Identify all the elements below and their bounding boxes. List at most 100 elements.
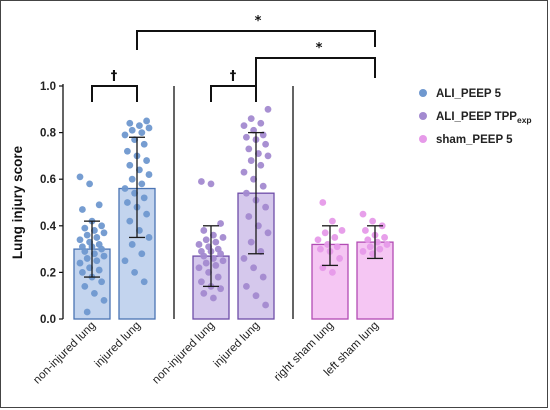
data-point (195, 264, 203, 272)
data-point (205, 269, 213, 276)
data-point (212, 238, 220, 246)
data-point (81, 224, 89, 232)
data-point (317, 245, 324, 253)
data-point (126, 119, 134, 127)
y-tick-label: 0.2 (40, 267, 56, 279)
data-point (126, 217, 134, 225)
significance-label: * (255, 14, 262, 29)
data-point (145, 234, 153, 241)
data-point (124, 199, 131, 206)
y-tick-label: 0.8 (40, 128, 57, 140)
data-point (126, 161, 134, 169)
data-point (259, 273, 267, 281)
legend-marker (419, 112, 427, 120)
data-point (247, 157, 255, 164)
category-label: non-injured lung (150, 320, 217, 387)
data-point (198, 278, 205, 286)
data-point (198, 178, 205, 185)
data-point (83, 255, 91, 262)
data-point (331, 234, 339, 241)
data-point (128, 241, 136, 248)
data-point (131, 189, 139, 197)
data-point (200, 289, 208, 297)
data-point (369, 250, 376, 258)
data-point (214, 273, 222, 281)
data-point (245, 145, 253, 153)
data-point (359, 210, 367, 218)
legend-marker (419, 135, 427, 143)
significance-bracket (136, 30, 376, 50)
data-point (376, 245, 384, 253)
y-tick-label: 0.4 (40, 221, 57, 233)
data-point (319, 199, 327, 206)
data-point (250, 175, 257, 183)
legend-label: ALI_PEEP TPPexp (436, 111, 532, 125)
data-point (76, 236, 84, 244)
data-point (98, 222, 105, 230)
data-point (93, 257, 101, 265)
data-point (212, 262, 220, 269)
data-point (262, 140, 269, 148)
data-point (95, 266, 103, 274)
data-point (202, 259, 210, 267)
data-point (369, 217, 376, 225)
data-point (381, 234, 388, 241)
data-point (136, 166, 143, 174)
data-point (143, 117, 151, 125)
data-point (364, 236, 372, 244)
data-point (143, 210, 151, 218)
data-point (333, 243, 341, 251)
data-point (79, 269, 86, 276)
data-point (143, 157, 151, 164)
significance-bracket (91, 85, 138, 102)
data-point (264, 152, 272, 160)
data-point (100, 296, 108, 304)
data-point (138, 250, 146, 258)
data-point (243, 189, 250, 197)
data-point (121, 185, 129, 192)
data-point (255, 150, 262, 157)
significance-bracket (255, 57, 376, 86)
data-point (374, 238, 381, 246)
data-point (131, 269, 139, 276)
data-point (264, 229, 272, 237)
data-point (140, 140, 148, 148)
data-point (79, 206, 86, 213)
data-point (264, 105, 272, 113)
y-tick-label: 0.6 (40, 174, 56, 186)
significance-bracket (210, 85, 257, 102)
data-point (200, 252, 208, 260)
data-point (121, 257, 129, 265)
data-point (210, 231, 217, 239)
data-point (240, 122, 248, 130)
data-point (138, 180, 146, 188)
data-point (128, 175, 136, 183)
data-point (245, 213, 253, 220)
data-point (124, 147, 131, 155)
data-point (252, 292, 260, 300)
data-point (247, 238, 255, 246)
data-point (200, 227, 208, 234)
data-point (81, 282, 89, 290)
category-label: injured lung (212, 320, 263, 371)
data-point (240, 255, 248, 262)
data-point (329, 269, 336, 276)
data-point (121, 131, 129, 139)
data-point (255, 222, 262, 230)
significance-label: * (316, 41, 323, 56)
legend-marker (419, 89, 427, 97)
data-point (259, 182, 267, 190)
data-point (329, 217, 336, 225)
data-point (83, 231, 91, 239)
data-point (140, 194, 148, 202)
data-point (362, 227, 369, 234)
data-point (219, 234, 227, 241)
data-point (98, 245, 105, 253)
data-point (366, 243, 374, 251)
data-point (128, 126, 136, 134)
significance-label: † (230, 69, 237, 84)
y-tick-label: 1.0 (40, 81, 56, 93)
legend-label: ALI_PEEP 5 (436, 88, 502, 100)
